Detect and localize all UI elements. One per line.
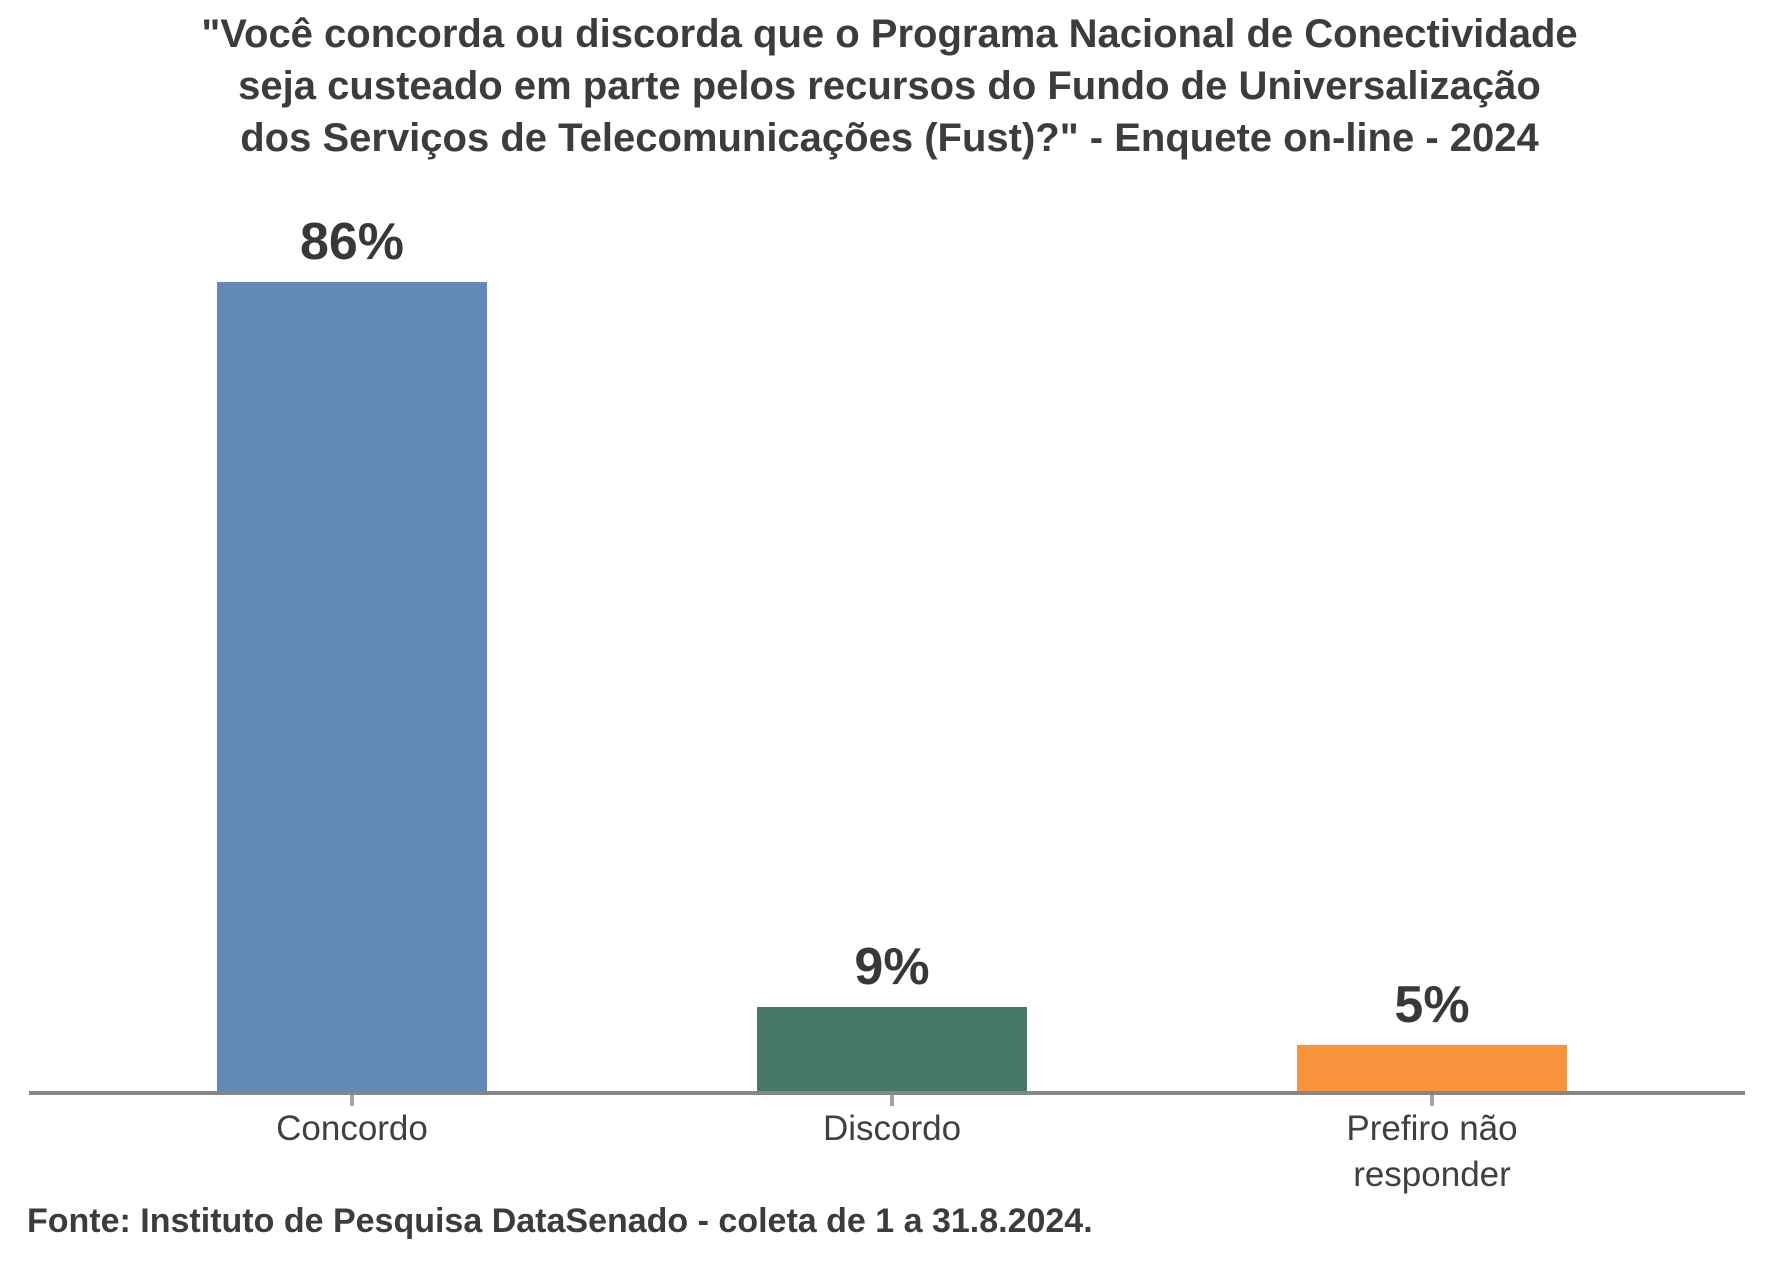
x-axis-line	[29, 1091, 1745, 1095]
bar-discordo	[757, 1007, 1027, 1092]
category-label-text-concordo: Concordo	[276, 1109, 428, 1148]
category-label-concordo: Concordo	[82, 1106, 622, 1152]
chart-title-line-1: "Você concorda ou discorda que o Program…	[201, 12, 1578, 56]
category-label-discordo: Discordo	[622, 1106, 1162, 1152]
chart-title-line-3: dos Serviços de Telecomunicações (Fust)?…	[240, 116, 1539, 160]
bar-concordo	[217, 282, 487, 1092]
bar-prefiro-nao-responder	[1297, 1045, 1567, 1092]
category-label-prefiro-nao-responder: Prefiro não responder	[1162, 1106, 1702, 1198]
axis-tick-discordo	[890, 1095, 894, 1106]
chart-title: "Você concorda ou discorda que o Program…	[0, 8, 1779, 164]
category-label-text-discordo: Discordo	[822, 1109, 962, 1148]
value-label-concordo: 86%	[299, 213, 405, 271]
value-label-prefiro-nao-responder: 5%	[1394, 976, 1470, 1034]
axis-tick-concordo	[350, 1095, 354, 1106]
chart-title-line-2: seja custeado em parte pelos recursos do…	[238, 64, 1541, 108]
source-note: Fonte: Instituto de Pesquisa DataSenado …	[27, 1202, 1093, 1240]
axis-tick-prefiro-nao-responder	[1430, 1095, 1434, 1106]
category-label-text-prefiro-nao-responder: Prefiro não responder	[1346, 1109, 1518, 1194]
value-label-discordo: 9%	[854, 938, 930, 996]
